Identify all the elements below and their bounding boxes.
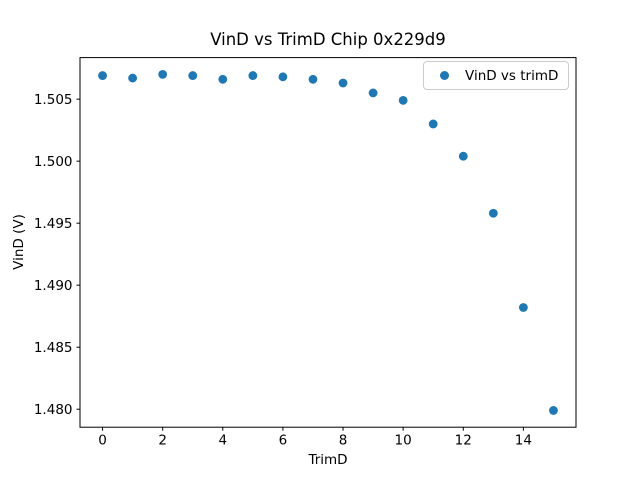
data-point (218, 74, 228, 84)
data-point (518, 303, 528, 312)
x-tick-label: 10 (395, 433, 412, 449)
data-point (488, 208, 498, 218)
y-tick-label: 1.500 (34, 154, 73, 170)
data-point (428, 119, 438, 129)
y-tick-label: 1.490 (34, 278, 73, 294)
data-point (549, 406, 558, 415)
chart-title: VinD vs TrimD Chip 0x229d9 (210, 30, 446, 49)
x-tick-label: 4 (218, 433, 227, 449)
x-tick-label: 2 (158, 433, 167, 449)
x-tick-label: 14 (515, 433, 532, 449)
y-tick-label: 1.495 (34, 216, 73, 232)
x-tick-label: 12 (455, 433, 472, 449)
x-tick-label: 0 (98, 433, 107, 449)
data-point (458, 151, 468, 161)
y-tick-label: 1.505 (34, 92, 73, 108)
data-point (98, 71, 107, 80)
data-point (248, 71, 258, 80)
axes-frame (79, 57, 577, 428)
x-tick-label: 6 (279, 433, 288, 449)
data-point (368, 88, 378, 98)
x-tick-label: 8 (339, 433, 348, 449)
data-point (278, 72, 288, 82)
data-point (188, 71, 198, 80)
data-point (128, 73, 138, 83)
y-tick-label: 1.480 (34, 402, 73, 418)
y-axis-label: VinD (V) (11, 214, 27, 270)
legend-label: VinD vs trimD (465, 67, 559, 84)
data-point (158, 69, 168, 79)
x-axis-label: TrimD (308, 452, 348, 468)
data-point (308, 74, 318, 84)
y-tick-label: 1.485 (34, 340, 73, 356)
legend: VinD vs trimD (423, 61, 569, 90)
legend-marker-icon (440, 71, 449, 80)
data-point (398, 95, 408, 105)
data-point (338, 78, 348, 88)
